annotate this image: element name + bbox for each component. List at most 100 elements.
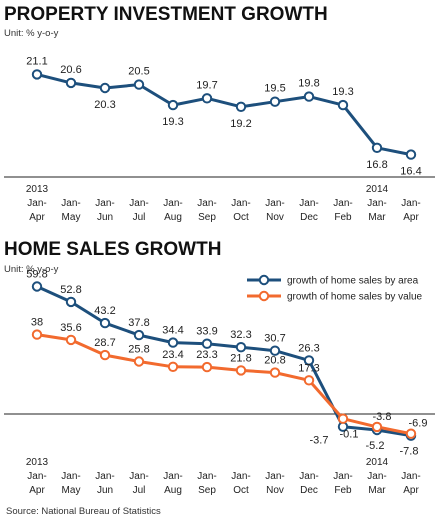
chart-2-series-2-data-label: 28.7 [94,337,115,349]
chart-1-series-1-point [65,77,77,89]
chart-1-series-1-line [35,72,413,157]
chart-2-series-1-data-label: 34.4 [162,325,183,337]
chart-1-series-1-data-label: 21.1 [26,55,47,67]
chart-2-series-2-point [201,361,213,373]
chart-2-series-2-point [235,365,247,376]
chart-1-x-tick-label: Oct [233,212,249,223]
chart-1-series-1-point [167,99,179,111]
chart-2-series-1-point [303,355,315,366]
chart-2-unit: Unit: % y-o-y [4,264,59,275]
chart-2-series-2-point [405,428,417,439]
chart-2-x-tick-label: Jan- [333,471,352,482]
chart-1-title: PROPERTY INVESTMENT GROWTH [4,4,328,25]
chart-1-x-tick-label: Jan- [333,198,352,209]
chart-1-series-1-data-label: 19.3 [332,86,353,98]
chart-1-series-1-data-label: 19.2 [230,118,251,130]
chart-2-series-1-point [99,317,111,329]
chart-1-x-tick-label: Nov [266,212,284,223]
chart-2-series-2-data-label: 17.3 [298,362,319,374]
chart-2-series-1-point [201,338,213,349]
chart-2-series-2-line [35,333,413,436]
chart-1-x-tick-label: Apr [403,212,419,223]
chart-2-series-2-data-label: 23.4 [162,349,183,361]
chart-2-x-tick-label: May [62,485,81,496]
chart-1-series-1-point [303,91,315,102]
chart-1-x-tick-label: Sep [198,212,216,223]
chart-2-plot: Jan- Apr Jan- May Jan- Jun Jan- Jul Jan- Aug Jan- S… [4,269,435,496]
chart-2-series-1-point [133,329,145,341]
chart-1-x-tick-label: Jan- [401,198,420,209]
legend-swatch-marker [258,274,270,286]
chart-1-x-tick-label: Jan- [265,198,284,209]
chart-2-x-tick-label: Jan- [265,471,284,482]
chart-1-series-1-point [269,96,281,107]
chart-2-x-tick-label: Jan- [299,471,318,482]
chart-1-x-tick-label: Jan- [231,198,250,209]
chart-1-unit: Unit: % y-o-y [4,28,59,39]
chart-1-series-1-data-label: 19.3 [162,116,183,128]
chart-2-x-tick-label: Jan- [367,471,386,482]
chart-2-year-label: 2013 [26,457,49,468]
legend-swatch-marker [258,290,270,302]
chart-2-x-tick-label: Jul [133,485,146,496]
chart-2-series-2-data-label: 35.6 [60,322,81,334]
chart-1-x-tick-label: Mar [368,212,386,223]
chart-2-series-2-point [303,375,315,386]
chart-2-series-2-point [337,413,349,424]
chart-2-series-2-point [65,334,77,346]
chart-2-title: HOME SALES GROWTH [4,239,221,260]
chart-2-series-2-point [133,356,145,367]
chart-2-x-tick-label: Sep [198,485,216,496]
chart-2-series-2-data-label: 20.8 [264,355,285,367]
chart-2-series-1-data-label: 37.8 [128,317,149,329]
chart-1-x-tick-label: Jan- [299,198,318,209]
legend-label: growth of home sales by value [287,292,423,303]
chart-2-x-tick-label: Dec [300,485,318,496]
chart-2-series-2-data-label: 23.3 [196,349,217,361]
chart-2-x-tick-label: Nov [266,485,284,496]
chart-2-series-1-data-label: -3.7 [310,435,329,447]
chart-2-series-1-point [235,342,247,353]
chart-2-series-2-point [167,361,179,372]
chart-2-x-tick-label: Jan- [95,471,114,482]
chart-2-series-1-data-label: -7.8 [400,446,419,458]
chart-2-series-1-line [35,285,413,438]
chart-1-series-1-point [235,101,247,113]
chart-1-x-tick-label: Jan- [163,198,182,209]
chart-2-x-tick-label: Jan- [231,471,250,482]
chart-2-x-tick-label: Oct [233,485,249,496]
chart-1-series-1-data-label: 16.8 [366,159,387,171]
chart-1-x-tick-label: Jan- [197,198,216,209]
chart-1-series-1-data-label: 19.5 [264,83,285,95]
chart-2-x-tick-label: Aug [164,485,182,496]
chart-2-x-tick-label: Apr [29,485,45,496]
chart-1-series-1-point [133,79,145,90]
chart-1-series-1-point [99,82,111,94]
chart-1-series-1-data-label: 20.5 [128,66,149,78]
chart-1-x-tick-label: Jan- [367,198,386,209]
chart-1-year-label: 2013 [26,184,49,195]
chart-2-series-1-data-label: 30.7 [264,333,285,345]
legend-label: growth of home sales by area [287,276,419,287]
chart-2-year-label: 2014 [366,457,389,468]
source-note: Source: National Bureau of Statistics [6,506,161,517]
chart-2-series-1-data-label: -5.2 [366,440,385,452]
chart-2-series-2-data-label: 38 [31,317,43,329]
chart-2-series-1-data-label: 26.3 [298,342,319,354]
chart-1-x-tick-label: May [62,212,81,223]
chart-1-x-tick-label: Apr [29,212,45,223]
chart-2-x-tick-label: Jan- [61,471,80,482]
chart-1-year-label: 2014 [366,184,389,195]
chart-1-plot: Jan- Apr Jan- May Jan- Jun Jan- Jul Jan- Aug Jan- S… [4,55,435,223]
chart-2-series-2-point [371,421,383,433]
chart-2-x-tick-label: Jun [97,485,113,496]
chart-1-x-tick-label: Aug [164,212,182,223]
chart-2-series-2-data-label: 21.8 [230,352,251,364]
chart-2-series-2-point [269,367,281,378]
chart-2-series-1-point [269,345,281,356]
chart-2-x-tick-label: Jan- [401,471,420,482]
chart-1-series-1-data-label: 20.6 [60,64,81,76]
chart-1-x-tick-label: Dec [300,212,318,223]
chart-1-x-tick-label: Jan- [27,198,46,209]
